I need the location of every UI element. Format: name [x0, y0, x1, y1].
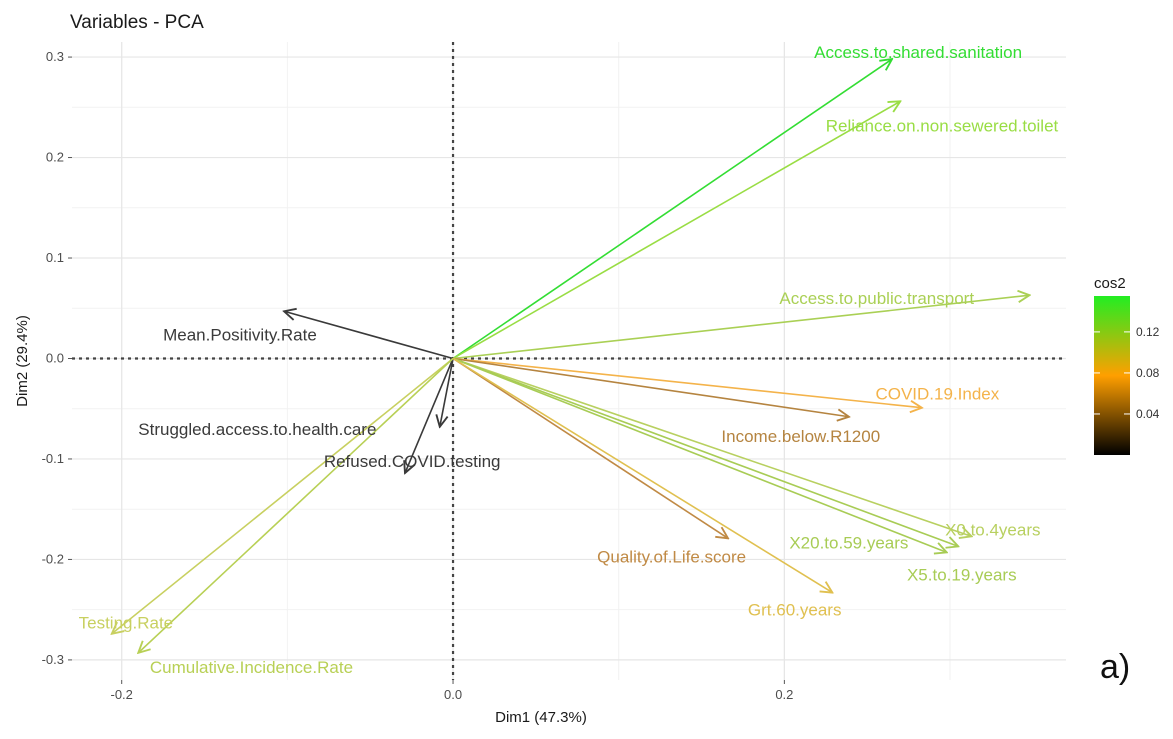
legend-tick-label: 0.08 — [1136, 366, 1160, 380]
variable-arrow — [405, 358, 454, 473]
variable-arrow — [452, 357, 922, 407]
variable-arrow — [452, 357, 832, 592]
variable-label: X5.to.19.years — [907, 566, 1017, 585]
variable-label: Mean.Positivity.Rate — [163, 325, 317, 344]
variable-arrow — [112, 357, 454, 633]
x-axis-label: Dim1 (47.3%) — [495, 709, 587, 726]
variable-arrow — [452, 357, 849, 416]
y-tick-label: -0.3 — [42, 652, 64, 667]
variable-arrow — [440, 358, 454, 426]
variable-label: Grt.60.years — [748, 601, 842, 620]
y-axis-label: Dim2 (29.4%) — [14, 315, 31, 407]
variable-label: Testing.Rate — [79, 614, 174, 633]
variable-label: COVID.19.Index — [875, 385, 999, 404]
variable-arrow — [452, 295, 1030, 360]
variable-label: Access.to.public.transport — [779, 289, 974, 308]
variable-label: Reliance.on.non.sewered.toilet — [826, 116, 1059, 135]
variable-label: Cumulative.Incidence.Rate — [150, 658, 353, 677]
y-tick-label: 0.1 — [46, 250, 64, 265]
legend-colorbar — [1094, 296, 1130, 455]
variable-arrow — [452, 357, 972, 536]
variable-label: X20.to.59.years — [789, 533, 908, 552]
variable-arrow — [452, 101, 900, 360]
panel-label: a) — [1100, 648, 1131, 686]
legend-tick-label: 0.12 — [1136, 325, 1160, 339]
plot-panel — [72, 42, 1066, 680]
variable-label: Quality.of.Life.score — [597, 547, 746, 566]
variable-label: Income.below.R1200 — [721, 427, 880, 446]
x-tick-label: -0.2 — [110, 687, 132, 702]
variable-label: Struggled.access.to.health.care — [138, 420, 376, 439]
legend-title: cos2 — [1094, 275, 1126, 292]
variable-arrow — [138, 357, 454, 652]
variable-arrow — [452, 357, 728, 538]
x-tick-label: 0.0 — [444, 687, 462, 702]
variable-arrow — [452, 59, 892, 360]
legend-tick-label: 0.04 — [1136, 407, 1160, 421]
y-tick-label: -0.2 — [42, 551, 64, 566]
variable-label: Access.to.shared.sanitation — [814, 43, 1022, 62]
y-tick-label: 0.2 — [46, 150, 64, 165]
x-tick-label: 0.2 — [775, 687, 793, 702]
variable-arrow — [452, 357, 958, 546]
variable-arrow — [284, 311, 454, 360]
y-tick-label: -0.1 — [42, 451, 64, 466]
y-tick-label: 0.0 — [46, 350, 64, 365]
variable-label: X0.to.4years — [945, 520, 1040, 539]
variable-label: Refused.COVID.testing — [324, 452, 501, 471]
variable-arrow — [452, 357, 947, 552]
chart-title: Variables - PCA — [70, 12, 204, 33]
y-tick-label: 0.3 — [46, 49, 64, 64]
